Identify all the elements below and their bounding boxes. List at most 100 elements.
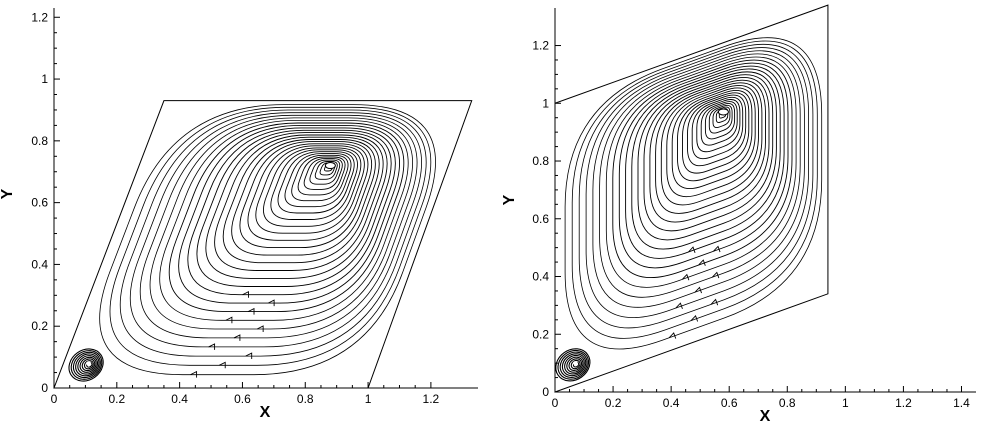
streamline (691, 96, 744, 160)
secondary-streamline (568, 358, 583, 371)
flow-arrow (711, 271, 720, 279)
primary-vortex-core (324, 162, 336, 170)
flow-arrow (694, 286, 702, 294)
cavity-boundary (53, 100, 473, 389)
x-tick-label: 1.2 (423, 392, 440, 406)
streamline (159, 120, 409, 321)
streamline (712, 106, 731, 129)
secondary-streamline (72, 351, 101, 379)
x-tick-label: 1 (842, 396, 849, 410)
streamline (696, 99, 741, 153)
streamline (660, 82, 763, 206)
flow-arrow (190, 370, 198, 378)
streamline (196, 129, 392, 287)
primary-vortex-streamlines (564, 37, 823, 350)
x-axis-title: X (760, 408, 771, 425)
y-tick-label: 1 (542, 96, 549, 110)
streamline (309, 159, 341, 185)
flow-arrow (681, 273, 690, 281)
x-tick-label: 0.6 (721, 396, 738, 410)
streamline (592, 50, 805, 308)
streamline (168, 122, 405, 313)
secondary-streamline (75, 353, 100, 377)
x-tick-label: 1 (365, 392, 372, 406)
streamline (625, 65, 785, 259)
flow-arrow (698, 259, 706, 266)
streamline (231, 139, 376, 256)
secondary-vortex (555, 348, 591, 382)
x-tick-label: 0.6 (234, 392, 251, 406)
secondary-streamline (79, 356, 97, 373)
streamline (178, 124, 401, 304)
streamline (255, 145, 365, 234)
streamline (677, 89, 753, 182)
x-tick-label: 0.4 (663, 396, 680, 410)
flow-arrow (688, 246, 696, 253)
streamline (262, 147, 362, 227)
y-tick-label: 0.4 (31, 257, 48, 271)
streamline (297, 156, 346, 196)
streamline (571, 40, 818, 339)
primary-vortex-streamlines (99, 104, 436, 378)
streamline (637, 71, 777, 241)
flow-arrow (208, 343, 216, 350)
flow-arrow (225, 316, 233, 324)
y-axis-title: Y (0, 188, 16, 199)
flow-arrow (233, 334, 241, 341)
flow-arrow (242, 291, 249, 298)
primary-vortex-core (717, 108, 729, 116)
streamline (700, 101, 738, 146)
streamline (618, 62, 789, 269)
x-tick-label: 0 (51, 392, 58, 406)
y-tick-label: 0 (41, 381, 48, 395)
secondary-streamline (77, 355, 99, 375)
flow-arrow (267, 299, 275, 307)
secondary-vortex (68, 348, 104, 382)
secondary-vortex-core (572, 361, 578, 366)
streamline (139, 114, 418, 339)
streamline (247, 143, 369, 241)
streamline (214, 134, 384, 271)
streamline (599, 53, 801, 298)
secondary-streamline (559, 351, 588, 378)
x-tick-label: 0.8 (779, 396, 796, 410)
secondary-streamline (70, 350, 103, 380)
streamline (99, 104, 436, 376)
streamline (109, 106, 432, 366)
secondary-streamline (81, 358, 96, 372)
secondary-streamline (561, 353, 587, 377)
y-tick-label: 1.2 (532, 39, 549, 53)
flow-arrow (256, 325, 264, 333)
y-axis-title: Y (501, 194, 518, 205)
streamline (129, 112, 422, 348)
flow-arrow (247, 307, 255, 315)
streamline (314, 161, 338, 180)
streamline (205, 132, 388, 279)
plot-panel-2: 0 0.2 0.4 0.6 0.8 1 1.2 1.4 0 0.2 0.4 0.6 0.8 1 1.2 X Y (501, 4, 976, 425)
flow-arrow (710, 298, 719, 306)
streamline (643, 74, 774, 232)
secondary-streamline (570, 359, 581, 370)
streamline (564, 37, 823, 350)
streamline (687, 94, 747, 167)
streamline (277, 151, 355, 214)
flow-arrow (668, 332, 677, 339)
x-tick-label: 0.8 (297, 392, 314, 406)
x-tick-label: 1.4 (953, 396, 970, 410)
streamline (682, 92, 750, 174)
secondary-streamline (68, 348, 104, 382)
y-tick-label: 0.4 (532, 270, 549, 284)
secondary-streamline (83, 360, 94, 370)
y-tick-label: 1 (41, 72, 48, 86)
y-tick-label: 0.6 (532, 212, 549, 226)
secondary-vortex-core (86, 361, 92, 366)
y-tick-label: 1.2 (31, 10, 48, 24)
x-tick-label: 0.4 (171, 392, 188, 406)
streamline (666, 84, 759, 198)
streamline (578, 43, 814, 329)
x-tick-label: 0.2 (605, 396, 622, 410)
flow-arrow (690, 315, 699, 322)
y-tick-label: 0.6 (31, 196, 48, 210)
streamline (655, 79, 766, 214)
